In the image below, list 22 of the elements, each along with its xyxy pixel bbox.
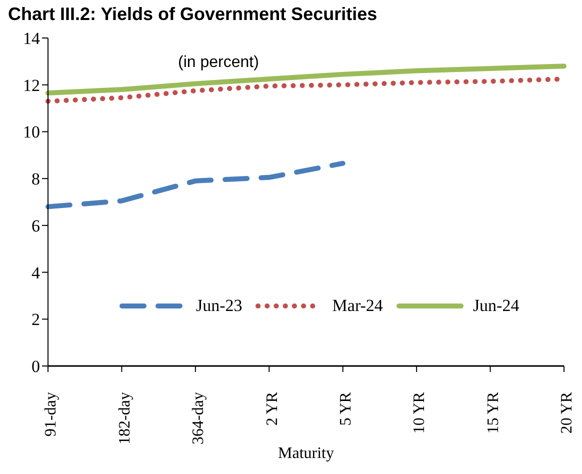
x-tick-label: 20 YR: [558, 392, 576, 434]
chart-title: Chart III.2: Yields of Government Securities: [8, 4, 378, 25]
y-tick-label: 12: [23, 76, 40, 95]
x-tick-label: 364-day: [190, 392, 208, 444]
y-tick-label: 0: [32, 357, 40, 376]
x-tick-label: 91-day: [42, 392, 60, 436]
y-tick-label: 2: [32, 310, 40, 330]
y-tick-label: 10: [23, 122, 40, 142]
legend-label: Jun-24: [472, 296, 520, 316]
text: (in percent): [178, 54, 259, 72]
legend-label: Jun-23: [196, 296, 242, 316]
x-axis-title: Maturity: [278, 445, 334, 462]
y-tick-label: 8: [32, 170, 40, 189]
y-tick-label: 4: [32, 263, 40, 282]
legend-label: Mar-24: [332, 296, 383, 316]
y-tick-label: 6: [32, 216, 40, 236]
x-tick-label: 10 YR: [411, 392, 428, 434]
x-tick-label: 5 YR: [338, 392, 355, 426]
x-tick-label: 15 YR: [484, 392, 502, 434]
x-tick-label: 2 YR: [264, 392, 281, 426]
x-tick-label: 182-day: [116, 392, 134, 444]
y-tick-label: 14: [23, 29, 40, 48]
